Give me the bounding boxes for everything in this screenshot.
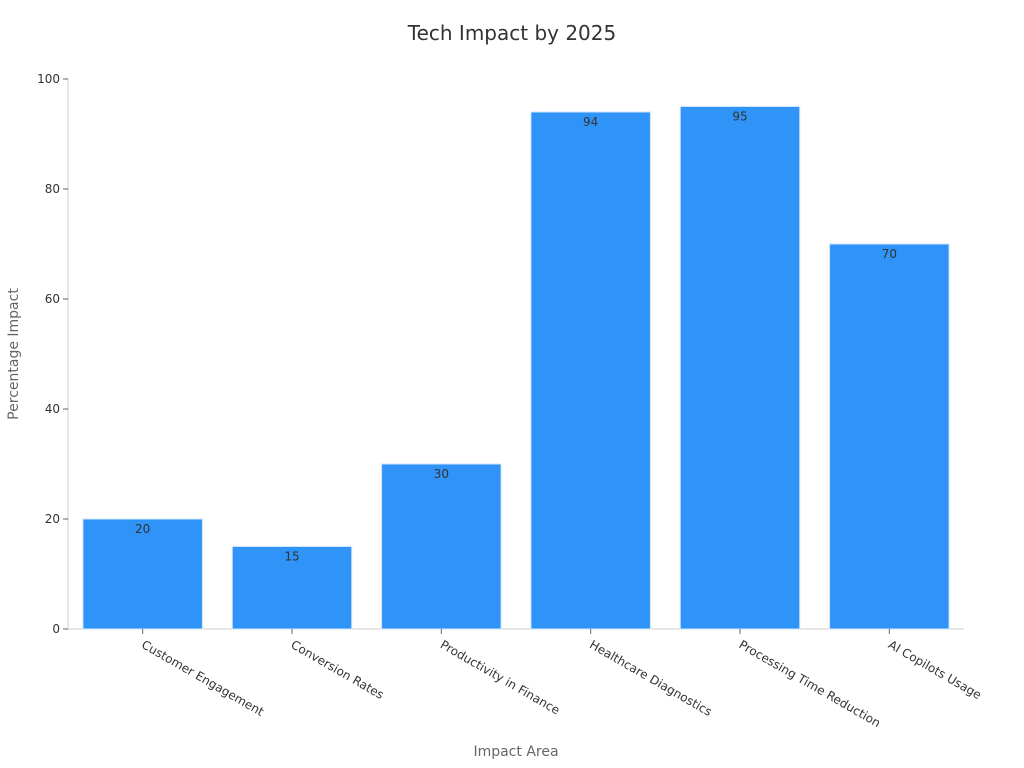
y-tick-label: 60 [45,292,60,306]
chart-title: Tech Impact by 2025 [407,21,616,45]
y-tick-label: 100 [37,72,60,86]
y-tick-label: 80 [45,182,60,196]
y-axis-label: Percentage Impact [6,288,22,420]
x-tick-label: Conversion Rates [289,637,387,702]
bar-value-label: 20 [135,522,150,536]
bar-value-label: 94 [583,115,598,129]
x-tick-label: AI Copilots Usage [886,637,984,702]
x-tick-label: Healthcare Diagnostics [587,637,714,719]
bar [679,106,801,630]
y-tick-label: 0 [52,622,60,636]
y-tick-label: 20 [45,512,60,526]
x-tick-label: Processing Time Reduction [737,637,883,730]
bar [381,463,502,630]
bars-group: 20 15 30 94 95 70 [82,106,950,630]
x-tick-label: Productivity in Finance [438,637,562,717]
x-tick-label: Customer Engagement [139,637,266,719]
y-tick-label: 40 [45,402,60,416]
bar [82,518,203,630]
x-axis-ticks: Customer Engagement Conversion Rates Produ… [139,629,984,730]
bar-value-label: 15 [284,550,299,564]
bar-value-label: 30 [434,467,449,481]
bar-value-label: 95 [732,110,747,124]
bar [231,546,353,630]
bar-value-label: 70 [882,247,897,261]
x-axis-label: Impact Area [473,744,558,760]
y-axis-ticks: 0 20 40 60 80 100 [37,72,68,636]
bar [530,111,651,630]
bar [829,243,950,630]
